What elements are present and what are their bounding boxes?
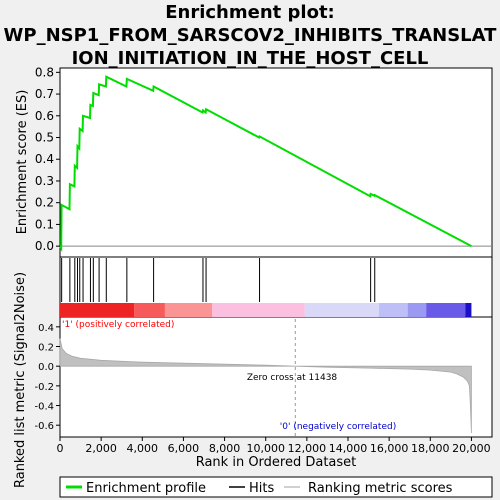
- chart-title-line-3: ION_INITIATION_IN_THE_HOST_CELL: [72, 48, 429, 69]
- x-tick-label-4: 8,000: [209, 442, 241, 455]
- x-tick-label-10: 20,000: [452, 442, 491, 455]
- metric-tick-label-2: -0.2: [34, 382, 54, 393]
- metric-tick-label-0: -0.6: [34, 421, 54, 432]
- heat-segment-8: [465, 303, 472, 317]
- x-tick-label-9: 18,000: [411, 442, 450, 455]
- legend-box: [59, 476, 493, 498]
- metric-layer: [59, 319, 472, 437]
- metric-tick-label-5: 0.4: [38, 323, 54, 334]
- es-curve: [59, 75, 472, 253]
- es-tick-label-4: 0.4: [35, 152, 54, 166]
- metric-area: [59, 338, 472, 434]
- metric-tick-label-4: 0.2: [38, 343, 54, 354]
- es-tick-label-6: 0.6: [35, 109, 54, 123]
- legend-es-label: Enrichment profile: [86, 481, 206, 496]
- es-tick-label-1: 0.1: [35, 217, 54, 231]
- heat-segment-4: [304, 303, 379, 317]
- es-tick-label-5: 0.5: [35, 131, 54, 145]
- heat-segment-6: [407, 303, 427, 317]
- x-tick-label-1: 2,000: [85, 442, 117, 455]
- x-tick-label-8: 16,000: [370, 442, 409, 455]
- es-panel: [59, 67, 493, 258]
- heat-segment-1: [134, 303, 165, 317]
- axis-layer: 0.0 0.1 0.2 0.3 0.4 0.5 0.6 0.7 0.8 -0.6 -0.4 -0.2 0…: [34, 65, 490, 455]
- es-layer: [59, 75, 472, 253]
- es-tick-label-7: 0.7: [35, 87, 54, 101]
- heat-segment-2: [164, 303, 213, 317]
- heat-bar: [60, 303, 472, 317]
- zero-cross-label: Zero cross at 11438: [247, 373, 338, 383]
- es-tick-label-0: 0.0: [35, 239, 54, 253]
- legend: Enrichment profile Hits Ranking metric s…: [59, 476, 493, 498]
- x-tick-label-0: 0: [57, 442, 64, 455]
- es-tick-label-3: 0.3: [35, 174, 54, 188]
- heat-segment-7: [426, 303, 466, 317]
- legend-hit-label: Hits: [249, 481, 274, 496]
- chart-title-line-1: Enrichment plot:: [165, 2, 335, 23]
- x-tick-label-2: 4,000: [127, 442, 159, 455]
- positive-correlation-label: '1' (positively correlated): [62, 320, 174, 330]
- chart-title-line-2: WP_NSP1_FROM_SARSCOV2_INHIBITS_TRANSLAT: [4, 25, 498, 46]
- heat-segment-3: [212, 303, 305, 317]
- heat-segment-0: [60, 303, 135, 317]
- legend-metric-label: Ranking metric scores: [308, 481, 453, 496]
- es-axis-title: Enrichment score (ES): [15, 90, 30, 235]
- x-tick-label-7: 14,000: [329, 442, 368, 455]
- x-tick-label-6: 12,000: [288, 442, 327, 455]
- metric-axis-title: Ranked list metric (Signal2Noise): [13, 272, 28, 488]
- metric-panel: [59, 316, 493, 438]
- metric-tick-label-3: 0.0: [38, 362, 54, 373]
- x-tick-label-3: 6,000: [168, 442, 200, 455]
- negative-correlation-label: '0' (negatively correlated): [280, 422, 396, 432]
- heat-segment-5: [378, 303, 408, 317]
- es-tick-label-8: 0.8: [35, 65, 54, 79]
- x-tick-label-5: 10,000: [246, 442, 285, 455]
- metric-tick-label-1: -0.4: [34, 402, 54, 413]
- x-axis-title: Rank in Ordered Dataset: [196, 455, 357, 470]
- hits-layer: [61, 258, 376, 302]
- es-tick-label-2: 0.2: [35, 196, 54, 210]
